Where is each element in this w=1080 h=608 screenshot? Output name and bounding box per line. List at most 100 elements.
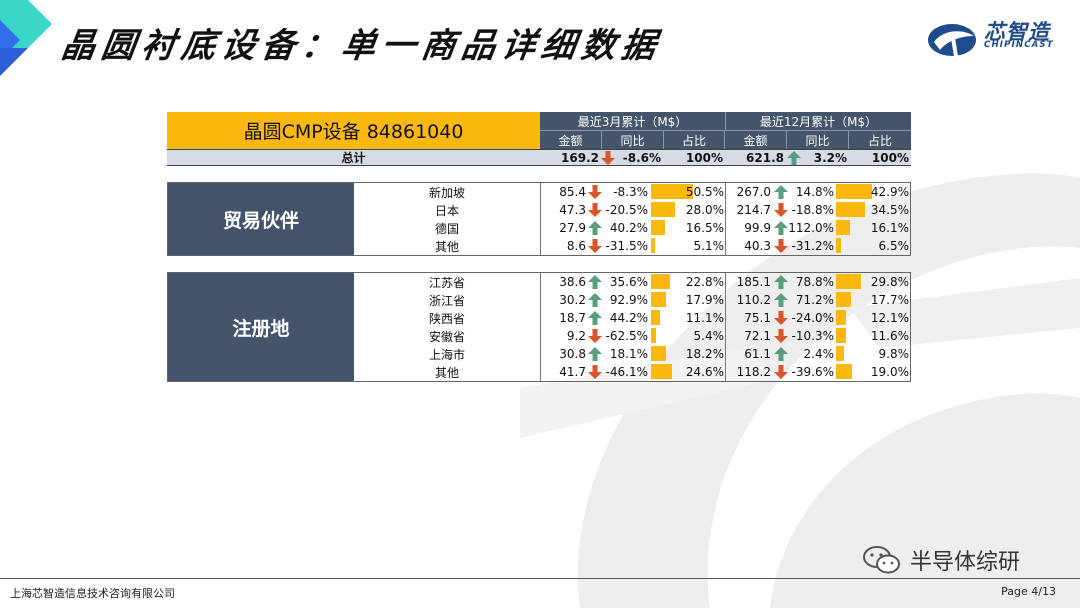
header-amount-3m: 金额 (540, 131, 602, 149)
yoy-12m: -18.8% (791, 203, 834, 217)
column-divider (540, 183, 541, 255)
share-12m: 6.5% (878, 239, 910, 253)
yoy-12m: 2.4% (803, 347, 835, 361)
up-arrow-icon (588, 293, 602, 307)
amount-12m: 267.0 (736, 185, 771, 199)
amount-3m: 30.2 (559, 293, 586, 307)
down-arrow-icon (774, 329, 788, 343)
share-12m: 9.8% (878, 347, 910, 361)
section-label: 贸易伙伴 (168, 183, 354, 255)
share-3m: 5.1% (693, 239, 725, 253)
up-arrow-icon (588, 275, 602, 289)
share-bar-3m (651, 364, 672, 379)
amount-12m: 214.7 (736, 203, 771, 217)
share-3m: 17.9% (685, 293, 724, 307)
column-divider (540, 273, 541, 381)
table-section: 注册地 江苏省 38.6 35.6% 22.8% 185.1 78.8% 29.8% 浙江省 30… (167, 272, 911, 382)
amount-3m: 18.7 (559, 311, 586, 325)
column-divider (725, 273, 726, 381)
row-name: 日本 (434, 203, 459, 218)
table-row: 德国 27.9 40.2% 16.5% 99.9 112.0% 16.1% (354, 219, 910, 237)
up-arrow-icon (774, 185, 788, 199)
yoy-3m: 44.2% (609, 311, 648, 325)
share-bar-12m (836, 202, 865, 217)
table-row: 日本 47.3 -20.5% 28.0% 214.7 -18.8% 34.5% (354, 201, 910, 219)
share-bar-3m (651, 220, 665, 235)
share-12m: 34.5% (870, 203, 909, 217)
row-name: 其他 (434, 365, 459, 380)
amount-12m: 99.9 (744, 221, 771, 235)
table-section: 贸易伙伴 新加坡 85.4 -8.3% 50.5% 267.0 14.8% 42.9% 日本 47… (167, 182, 911, 256)
total-label: 总计 (341, 151, 366, 165)
up-arrow-icon (588, 347, 602, 361)
total-row: 总计 169.2 -8.6% 100% 621.8 3.2% 100% (167, 149, 911, 166)
yoy-3m: 40.2% (609, 221, 648, 235)
product-title: 晶圆CMP设备 84861040 (167, 112, 540, 149)
header-group-12m: 最近12月累计（M$） (725, 112, 911, 131)
share-3m: 16.5% (685, 221, 724, 235)
share-12m: 17.7% (870, 293, 909, 307)
amount-12m: 61.1 (744, 347, 771, 361)
amount-3m: 38.6 (559, 275, 586, 289)
share-bar-3m (651, 184, 693, 199)
yoy-3m: 35.6% (609, 275, 648, 289)
up-arrow-icon (774, 347, 788, 361)
logo-subtitle: CHIPINCAST (984, 40, 1054, 50)
share-3m: 22.8% (685, 275, 724, 289)
company-logo-icon (928, 24, 976, 57)
share-bar-12m (836, 346, 844, 361)
yoy-3m: -31.5% (605, 239, 648, 253)
total-yoy-3m: -8.6% (622, 150, 661, 165)
down-arrow-icon (774, 365, 788, 379)
footer-company: 上海芯智造信息技术咨询有限公司 (10, 587, 175, 600)
amount-12m: 185.1 (736, 275, 771, 289)
table-row: 陕西省 18.7 44.2% 11.1% 75.1 -24.0% 12.1% (354, 309, 910, 327)
row-name: 江苏省 (428, 275, 465, 290)
total-amount-3m: 169.2 (561, 150, 599, 165)
row-name: 上海市 (428, 347, 465, 362)
share-bar-12m (836, 220, 850, 235)
share-bar-12m (836, 238, 841, 253)
share-bar-12m (836, 292, 851, 307)
yoy-12m: -39.6% (791, 365, 834, 379)
share-bar-12m (836, 310, 846, 325)
table-row: 新加坡 85.4 -8.3% 50.5% 267.0 14.8% 42.9% (354, 183, 910, 201)
up-arrow-icon (774, 293, 788, 307)
share-bar-3m (651, 238, 655, 253)
header-yoy-12m: 同比 (787, 131, 849, 149)
yoy-3m: 18.1% (609, 347, 648, 361)
header-group-3m: 最近3月累计（M$） (540, 112, 725, 131)
up-arrow-icon (787, 151, 801, 165)
share-3m: 5.4% (693, 329, 725, 343)
share-bar-3m (651, 292, 666, 307)
share-bar-12m (836, 184, 872, 199)
yoy-12m: -10.3% (791, 329, 834, 343)
up-arrow-icon (588, 311, 602, 325)
share-3m: 18.2% (685, 347, 724, 361)
share-bar-12m (836, 274, 861, 289)
amount-3m: 8.6 (566, 239, 586, 253)
amount-12m: 40.3 (744, 239, 771, 253)
wechat-account: 半导体综研 (862, 543, 1052, 577)
yoy-3m: 92.9% (609, 293, 648, 307)
background-watermark-logo (520, 173, 1080, 608)
yoy-3m: -20.5% (605, 203, 648, 217)
share-3m: 11.1% (685, 311, 724, 325)
table-row: 其他 8.6 -31.5% 5.1% 40.3 -31.2% 6.5% (354, 237, 910, 255)
table-row: 浙江省 30.2 92.9% 17.9% 110.2 71.2% 17.7% (354, 291, 910, 309)
down-arrow-icon (774, 203, 788, 217)
total-share-3m: 100% (685, 150, 723, 165)
logo-text: 芯智造 (984, 20, 1050, 44)
wechat-icon (863, 546, 900, 574)
table-row: 江苏省 38.6 35.6% 22.8% 185.1 78.8% 29.8% (354, 273, 910, 291)
row-name: 安徽省 (428, 329, 465, 344)
up-arrow-icon (774, 221, 788, 235)
down-arrow-icon (774, 239, 788, 253)
amount-3m: 27.9 (559, 221, 586, 235)
row-name: 陕西省 (428, 311, 465, 326)
down-arrow-icon (601, 151, 615, 165)
amount-12m: 75.1 (744, 311, 771, 325)
down-arrow-icon (588, 239, 602, 253)
down-arrow-icon (588, 203, 602, 217)
share-12m: 29.8% (870, 275, 909, 289)
